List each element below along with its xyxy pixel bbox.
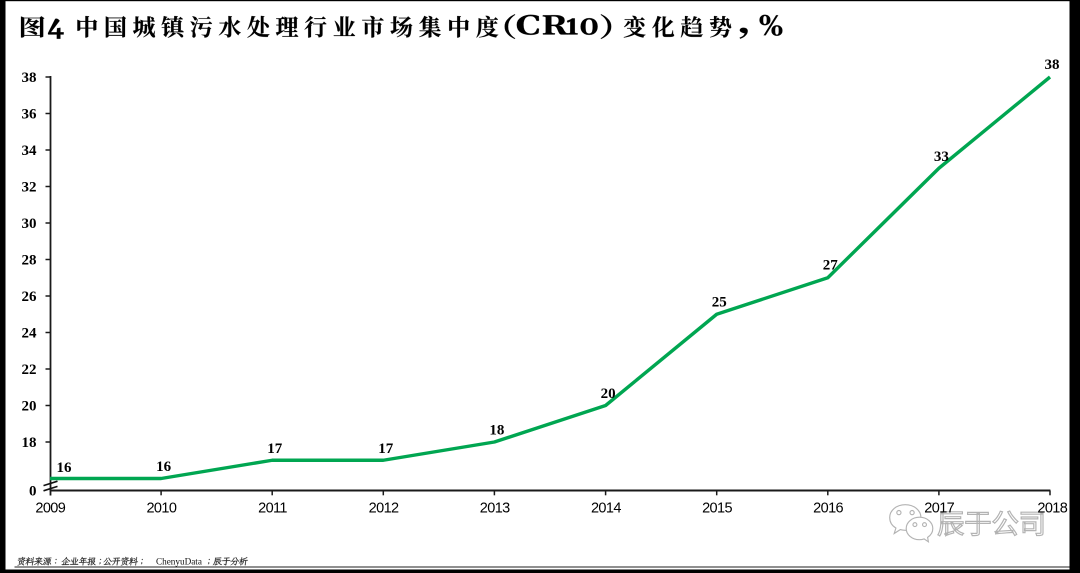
- svg-text:38: 38: [22, 70, 37, 86]
- svg-text:38: 38: [1045, 57, 1060, 73]
- svg-text:2013: 2013: [480, 501, 510, 517]
- svg-text:22: 22: [22, 362, 37, 378]
- svg-text:26: 26: [22, 289, 38, 305]
- svg-text:2012: 2012: [369, 501, 399, 517]
- svg-text:2009: 2009: [35, 501, 65, 517]
- svg-text:18: 18: [489, 423, 504, 439]
- svg-text:33: 33: [934, 149, 949, 165]
- svg-text:17: 17: [267, 441, 283, 457]
- svg-text:2017: 2017: [924, 501, 954, 517]
- svg-text:2011: 2011: [258, 501, 287, 517]
- svg-text:2018: 2018: [1037, 501, 1067, 517]
- svg-text:25: 25: [712, 295, 727, 311]
- svg-text:18: 18: [22, 435, 37, 451]
- svg-text:34: 34: [22, 143, 38, 159]
- svg-text:16: 16: [156, 459, 172, 475]
- svg-text:2015: 2015: [702, 501, 732, 517]
- svg-text:20: 20: [601, 386, 616, 402]
- svg-text:28: 28: [22, 253, 37, 269]
- svg-text:17: 17: [378, 441, 394, 457]
- svg-text:16: 16: [57, 460, 73, 476]
- svg-text:27: 27: [823, 258, 839, 274]
- svg-text:2010: 2010: [146, 501, 176, 517]
- svg-text:24: 24: [22, 326, 38, 342]
- svg-text:36: 36: [22, 107, 38, 123]
- svg-text:ChenyuData: ChenyuData: [156, 557, 202, 567]
- svg-text:32: 32: [22, 180, 37, 196]
- svg-text:0: 0: [29, 484, 37, 500]
- svg-text:30: 30: [22, 216, 37, 232]
- svg-text:2016: 2016: [813, 501, 843, 517]
- svg-text:20: 20: [22, 399, 37, 415]
- svg-text:2014: 2014: [591, 501, 621, 517]
